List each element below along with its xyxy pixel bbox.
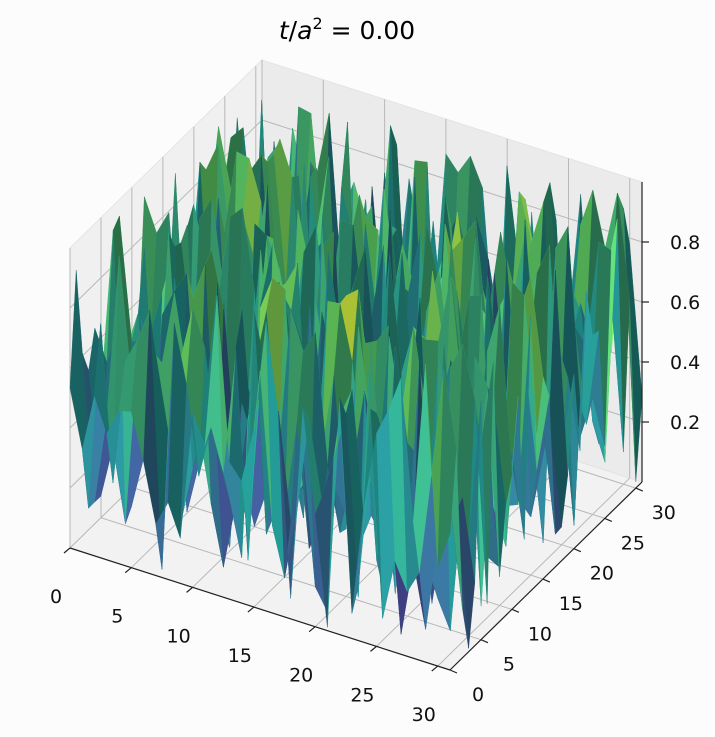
- y-tick-label: 20: [590, 563, 614, 585]
- x-tick-label: 20: [289, 665, 313, 687]
- x-tick-mark: [124, 567, 132, 574]
- y-tick-label: 25: [621, 532, 645, 554]
- title-exponent: 2: [312, 14, 322, 33]
- y-tick-mark: [635, 487, 644, 492]
- x-axis-line: [69, 547, 451, 671]
- x-tick-mark: [63, 547, 71, 554]
- x-tick-mark: [186, 586, 193, 593]
- title-base: a: [297, 16, 312, 45]
- y-tick-mark: [604, 517, 613, 522]
- x-tick-label: 30: [412, 704, 436, 726]
- y-axis-line: [449, 481, 643, 671]
- axis-lines: [69, 182, 643, 671]
- y-tick-label: 15: [559, 593, 583, 615]
- x-tick-mark: [370, 645, 377, 652]
- title-sep: /: [289, 16, 298, 45]
- x-tick-label: 0: [50, 586, 62, 608]
- y-tick-mark: [511, 608, 520, 613]
- z-tick-label: 0.8: [670, 232, 700, 254]
- x-tick-label: 10: [166, 625, 190, 647]
- y-tick-mark: [573, 548, 582, 553]
- x-tick-label: 5: [111, 606, 123, 628]
- title-eq: = 0.00: [323, 16, 416, 45]
- z-tick-label: 0.2: [670, 412, 700, 434]
- y-tick-label: 5: [503, 654, 515, 676]
- x-tick-label: 25: [350, 684, 374, 706]
- y-tick-label: 0: [472, 684, 484, 706]
- x-tick-mark: [308, 626, 316, 633]
- x-tick-label: 15: [228, 645, 252, 667]
- title-var: t: [279, 16, 290, 45]
- y-tick-mark: [542, 578, 551, 583]
- z-tick-label: 0.6: [670, 292, 700, 314]
- y-tick-label: 30: [652, 502, 676, 524]
- z-tick-label: 0.4: [670, 352, 700, 374]
- surface-mesh: [69, 99, 643, 649]
- y-tick-mark: [480, 639, 489, 644]
- chart-title: t/a2 = 0.00: [279, 14, 415, 45]
- y-tick-label: 10: [528, 623, 552, 645]
- surface-facet: [437, 369, 457, 568]
- y-tick-mark: [449, 669, 458, 674]
- x-tick-mark: [431, 665, 439, 672]
- x-tick-mark: [247, 606, 255, 613]
